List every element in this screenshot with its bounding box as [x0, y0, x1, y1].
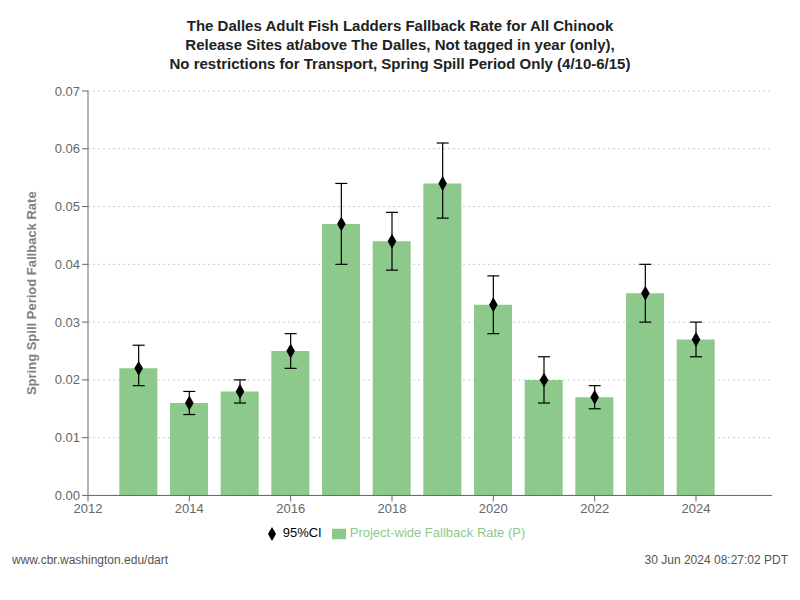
html-text:Project-wide Fallback Rate (P): Project-wide Fallback Rate (P)	[349, 525, 526, 541]
svg-text:2014: 2014	[175, 501, 204, 516]
svg-text:2018: 2018	[378, 501, 407, 516]
svg-text:0.02: 0.02	[55, 372, 80, 387]
svg-text:0.04: 0.04	[55, 257, 80, 272]
html-text:95%CI: 95%CI	[282, 525, 322, 541]
svg-text:2016: 2016	[276, 501, 305, 516]
html-text:30 Jun 2024 08:27:02 PDT: 30 Jun 2024 08:27:02 PDT	[644, 553, 788, 567]
svg-text:0.06: 0.06	[55, 141, 80, 156]
svg-text:0.03: 0.03	[55, 315, 80, 330]
svg-text:Spring Spill Period Fallback R: Spring Spill Period Fallback Rate	[24, 191, 39, 395]
svg-text:2012: 2012	[73, 500, 103, 516]
html-text:The Dalles Adult Fish Ladders: The Dalles Adult Fish Ladders Fallback R…	[169, 17, 631, 72]
svg-text:2020: 2020	[479, 501, 508, 516]
html-text:www.cbr.washington.edu/dart: www.cbr.washington.edu/dart	[12, 553, 169, 567]
svg-text:0.00: 0.00	[55, 488, 80, 503]
svg-text:0.07: 0.07	[55, 84, 80, 99]
svg-text:0.05: 0.05	[55, 199, 80, 214]
svg-text:2024: 2024	[682, 501, 711, 516]
svg-text:2022: 2022	[580, 501, 609, 516]
svg-text:0.01: 0.01	[55, 430, 80, 445]
